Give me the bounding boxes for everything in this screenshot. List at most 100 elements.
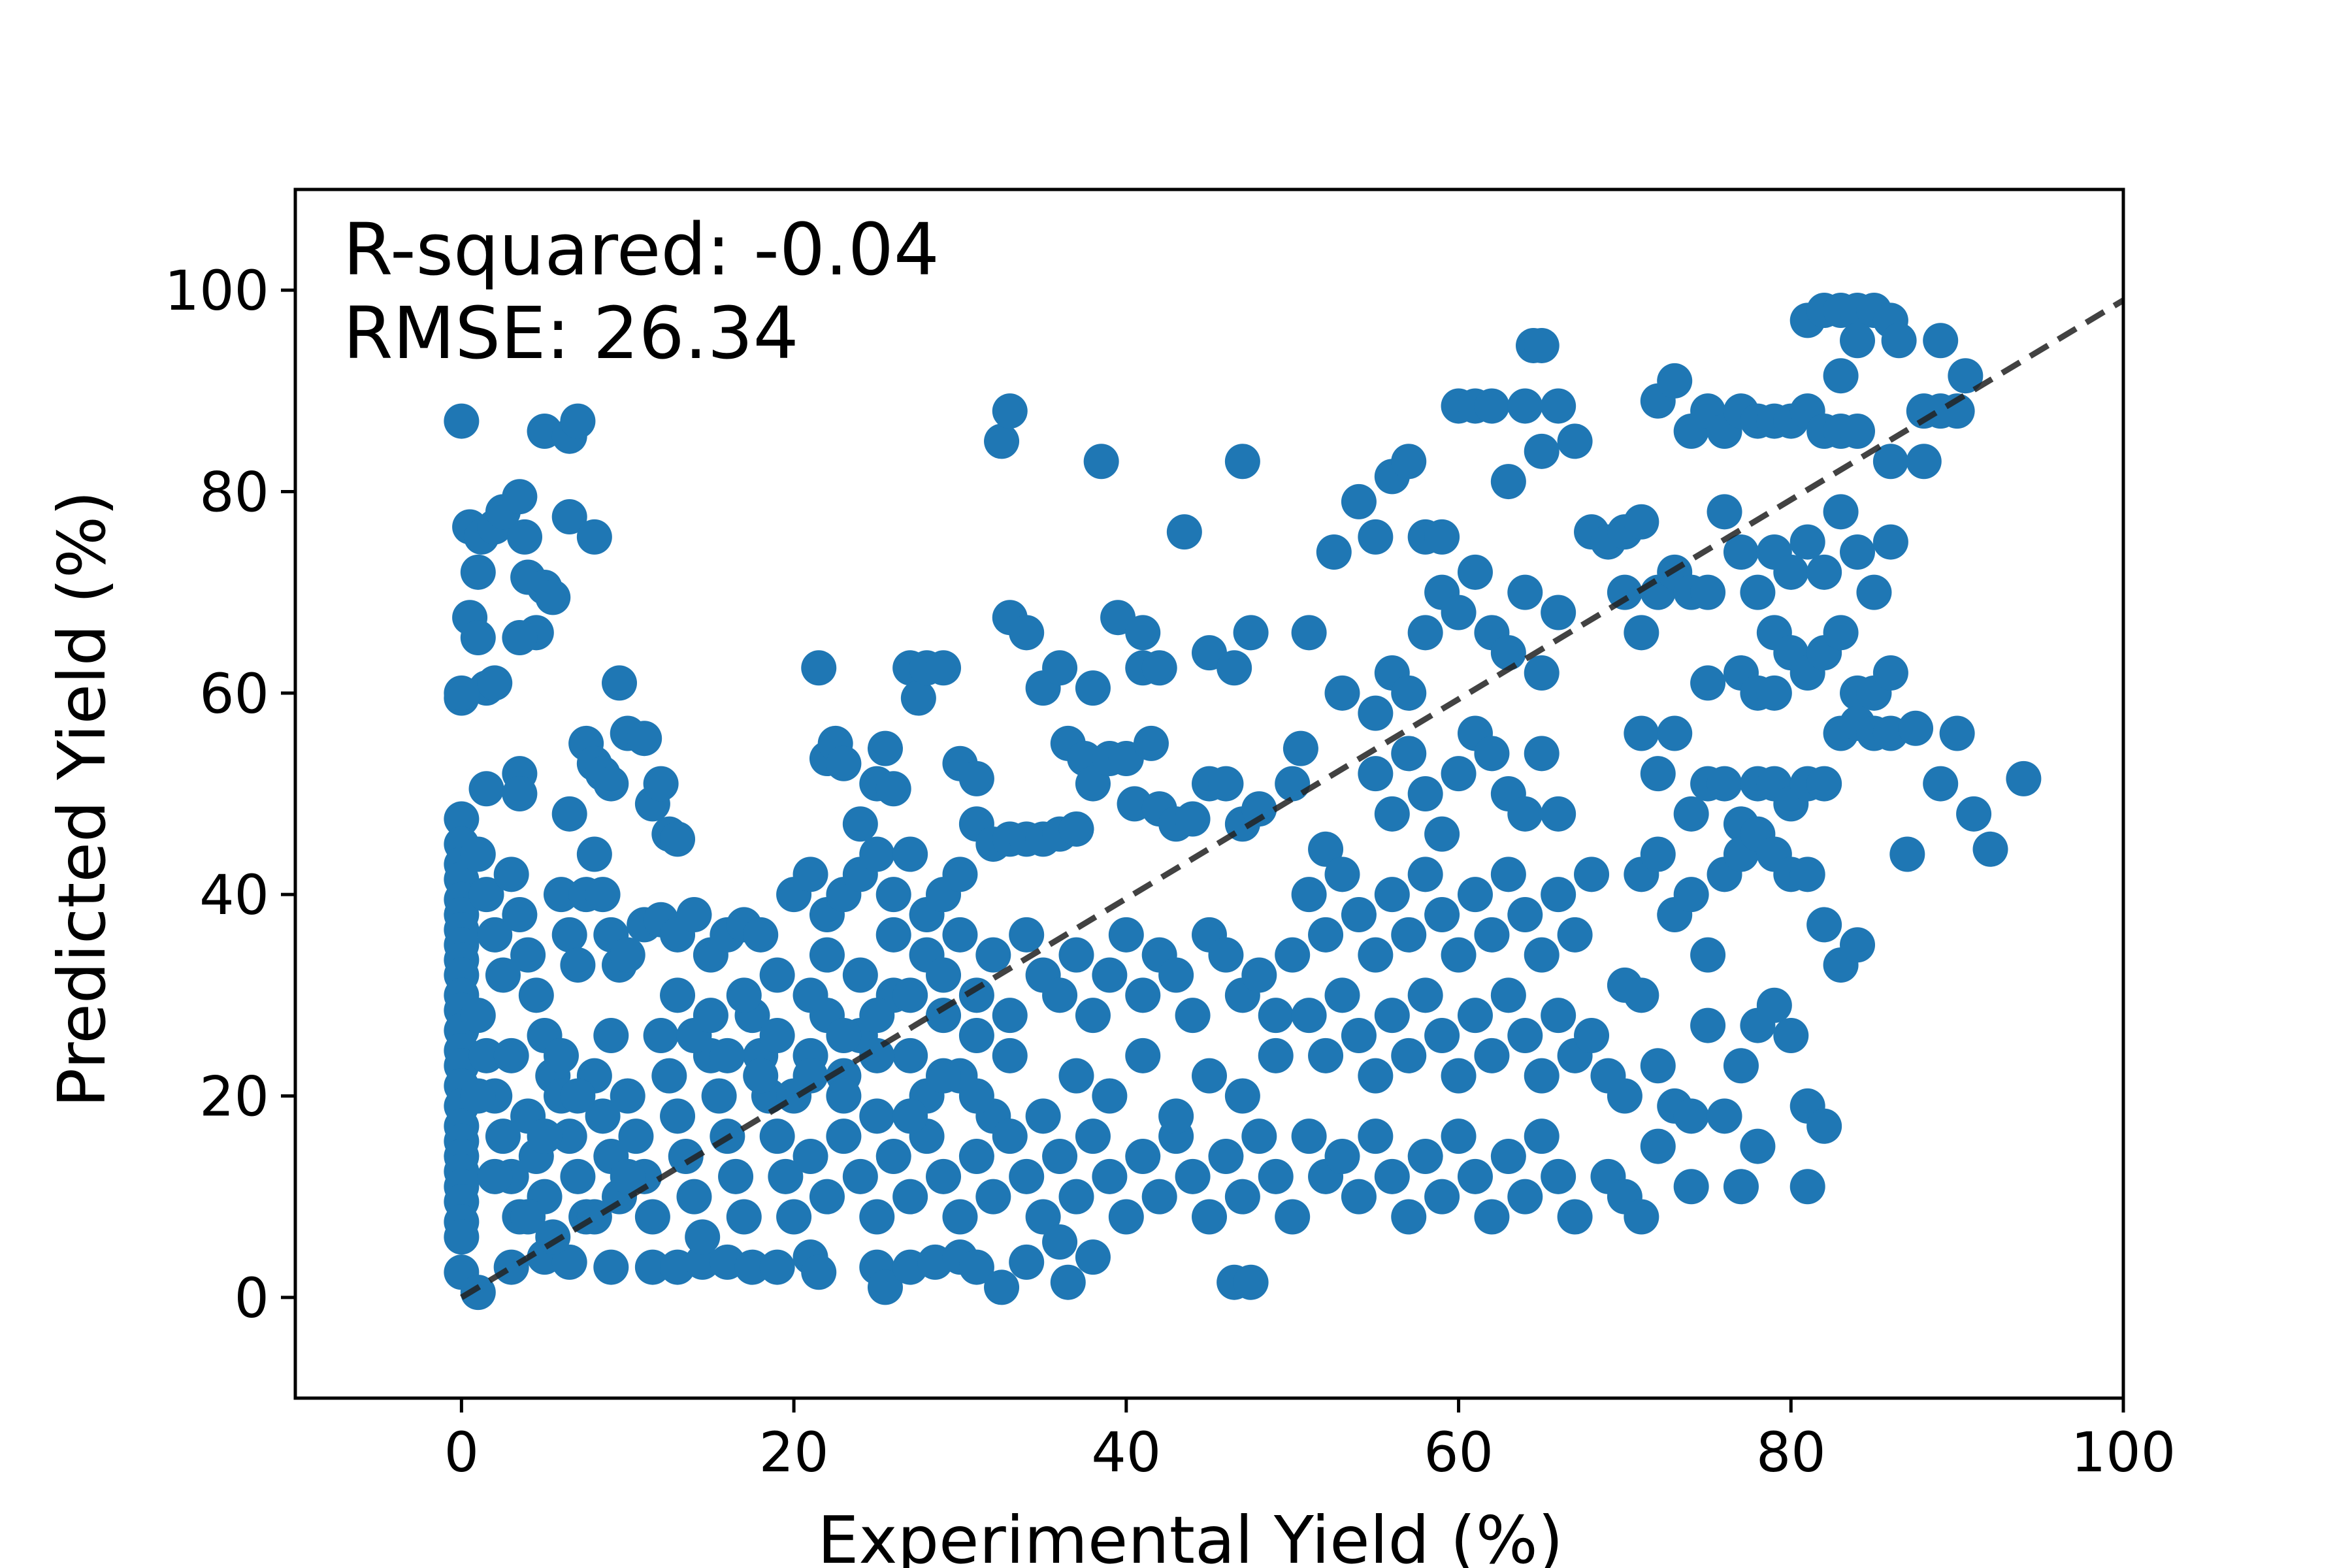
scatter-point	[1291, 998, 1327, 1034]
scatter-point	[668, 1139, 704, 1174]
scatter-point	[1507, 574, 1543, 610]
scatter-point	[1789, 1169, 1825, 1205]
scatter-point	[1806, 766, 1842, 802]
scatter-point	[543, 877, 579, 913]
scatter-point	[1009, 1158, 1045, 1194]
scatter-point	[875, 917, 911, 953]
scatter-point	[1624, 977, 1659, 1013]
scatter-point	[1441, 1058, 1477, 1094]
rmse-annotation: RMSE: 26.34	[343, 291, 799, 375]
scatter-point	[1474, 388, 1510, 424]
scatter-point	[543, 1037, 579, 1073]
scatter-point	[1241, 957, 1277, 993]
scatter-point	[685, 1244, 721, 1280]
scatter-point	[826, 1078, 862, 1114]
scatter-point	[576, 1199, 612, 1235]
scatter-point	[560, 1158, 596, 1194]
scatter-point	[1823, 615, 1859, 651]
scatter-point	[759, 957, 795, 993]
scatter-point	[1607, 574, 1642, 610]
scatter-point	[1574, 1018, 1610, 1053]
scatter-point	[1291, 615, 1327, 651]
scatter-point	[1358, 695, 1394, 731]
scatter-point	[1424, 816, 1460, 852]
scatter-point	[792, 1058, 828, 1094]
scatter-point	[1075, 670, 1111, 706]
scatter-point	[1840, 323, 1876, 359]
scatter-point	[1391, 1199, 1427, 1235]
y-axis-label: Predicted Yield (%)	[44, 491, 120, 1107]
scatter-point	[1524, 433, 1560, 469]
scatter-point	[1707, 766, 1742, 802]
scatter-point	[759, 1249, 795, 1285]
scatter-point	[1224, 1078, 1260, 1114]
scatter-point	[2006, 760, 2042, 796]
scatter-point	[1175, 801, 1211, 837]
scatter-point	[892, 977, 928, 1013]
scatter-point	[1075, 1119, 1111, 1154]
scatter-point	[1358, 937, 1394, 973]
scatter-point	[651, 1058, 687, 1094]
scatter-point	[1141, 1179, 1177, 1215]
scatter-point	[1806, 907, 1842, 943]
scatter-point	[1324, 675, 1360, 711]
scatter-point	[1624, 615, 1659, 651]
scatter-point	[776, 1199, 812, 1235]
scatter-point	[1690, 1007, 1726, 1043]
scatter-point	[1050, 1264, 1086, 1300]
x-tick-label: 60	[1424, 1420, 1494, 1484]
scatter-point	[1640, 756, 1676, 792]
scatter-point	[1275, 1199, 1311, 1235]
scatter-point	[1316, 534, 1352, 570]
scatter-point	[992, 393, 1028, 429]
scatter-point	[743, 917, 779, 953]
scatter-point	[660, 821, 696, 857]
scatter-point	[1490, 977, 1526, 1013]
scatter-point	[1042, 650, 1078, 686]
scatter-point	[792, 857, 828, 892]
scatter-point	[1490, 635, 1526, 671]
scatter-point	[1407, 615, 1443, 651]
scatter-point	[1407, 776, 1443, 811]
scatter-point	[759, 1018, 795, 1053]
scatter-point	[485, 1119, 521, 1154]
scatter-point	[1258, 1158, 1294, 1194]
scatter-point	[1507, 897, 1543, 932]
scatter-point	[1474, 917, 1510, 953]
scatter-point	[875, 771, 911, 807]
scatter-point	[1872, 444, 1908, 480]
scatter-point	[1956, 796, 1992, 832]
scatter-point	[1291, 1119, 1327, 1154]
scatter-point	[502, 479, 538, 515]
scatter-point	[685, 1219, 721, 1255]
scatter-point	[958, 1078, 994, 1114]
scatter-point	[1224, 1179, 1260, 1215]
scatter-point	[1541, 796, 1576, 832]
scatter-point	[585, 1098, 621, 1134]
scatter-point	[1524, 327, 1560, 363]
scatter-point	[1557, 1199, 1593, 1235]
scatter-point	[1441, 756, 1477, 792]
scatter-point	[801, 1254, 837, 1290]
scatter-point	[1624, 504, 1659, 540]
scatter-point	[1291, 877, 1327, 913]
scatter-point	[1607, 1078, 1642, 1114]
scatter-point	[560, 947, 596, 983]
scatter-point	[1424, 1179, 1460, 1215]
scatter-point	[1192, 1199, 1227, 1235]
scatter-point	[1490, 464, 1526, 500]
scatter-point	[560, 1078, 596, 1114]
scatter-point	[1507, 388, 1543, 424]
scatter-point	[1391, 1037, 1427, 1073]
scatter-point	[1282, 730, 1318, 766]
scatter-point	[1524, 736, 1560, 772]
scatter-point	[867, 730, 903, 766]
scatter-point	[1208, 766, 1244, 802]
scatter-point	[1324, 977, 1360, 1013]
scatter-point	[1474, 1199, 1510, 1235]
scatter-point	[1208, 1139, 1244, 1174]
scatter-point	[1640, 1128, 1676, 1164]
scatter-point	[1009, 1244, 1045, 1280]
scatter-point	[1391, 444, 1427, 480]
